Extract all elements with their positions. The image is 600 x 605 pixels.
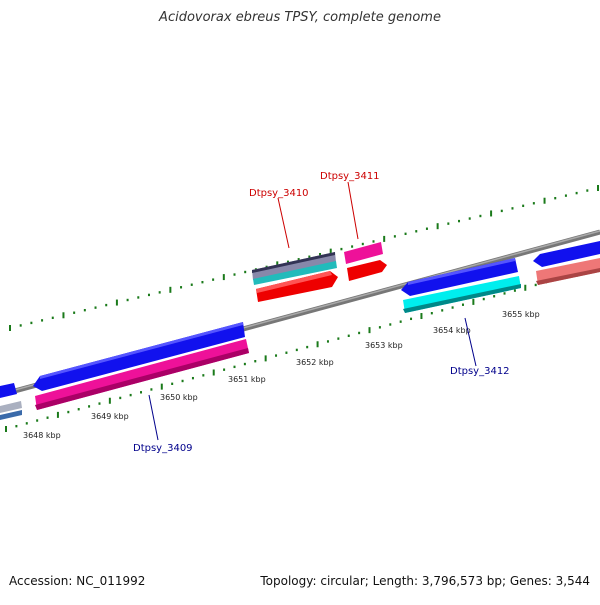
- gene-label-dtpsy-3411[interactable]: Dtpsy_3411: [320, 171, 380, 182]
- ruler-tick-label: 3651 kbp: [228, 375, 266, 384]
- gene-label-dtpsy-3409[interactable]: Dtpsy_3409: [133, 443, 193, 454]
- ruler-tick-label: 3650 kbp: [160, 393, 198, 402]
- accession-text: Accession: NC_011992: [9, 574, 146, 588]
- cds-fragment-right-blue[interactable]: [533, 241, 600, 267]
- ruler-tick-label: 3655 kbp: [502, 310, 540, 319]
- outer-tick-track: [9, 185, 599, 331]
- genome-title: Acidovorax ebreus TPSY, complete genome: [159, 10, 441, 25]
- cds-arrow-blue-reverse[interactable]: [33, 322, 245, 391]
- cds-fragment-left-gray[interactable]: [0, 401, 22, 413]
- genome-summary-text: Topology: circular; Length: 3,796,573 bp…: [260, 574, 590, 588]
- gene-stack-dtpsy-3410-cyan[interactable]: [253, 261, 337, 285]
- gene-arrow-dtpsy-3411-magenta[interactable]: [344, 242, 383, 264]
- ruler-tick-label: 3654 kbp: [433, 326, 471, 335]
- gene-label-dtpsy-3410[interactable]: Dtpsy_3410: [249, 188, 309, 199]
- ruler-tick-label: 3653 kbp: [365, 341, 403, 350]
- cds-fragment-left-blue[interactable]: [0, 383, 17, 398]
- cds-arrow-blue-dtpsy-3412[interactable]: [401, 258, 518, 296]
- gene-label-leaders: [148, 181, 477, 441]
- ruler-tick-label: 3652 kbp: [296, 358, 334, 367]
- gene-arrow-dtpsy-3411[interactable]: [347, 260, 387, 281]
- ruler-tick-label: 3648 kbp: [23, 431, 61, 440]
- ruler-tick-labels: 3648 kbp 3649 kbp 3650 kbp 3651 kbp 3652 kbp…: [23, 310, 540, 440]
- ruler-tick-track: [5, 266, 599, 432]
- gene-arrow-dtpsy-3410[interactable]: [256, 271, 338, 302]
- cds-fragment-left-steel[interactable]: [0, 410, 22, 420]
- feature-tracks: [0, 241, 600, 420]
- gene-label-dtpsy-3412[interactable]: Dtpsy_3412: [450, 366, 510, 377]
- ruler-tick-label: 3649 kbp: [91, 412, 129, 421]
